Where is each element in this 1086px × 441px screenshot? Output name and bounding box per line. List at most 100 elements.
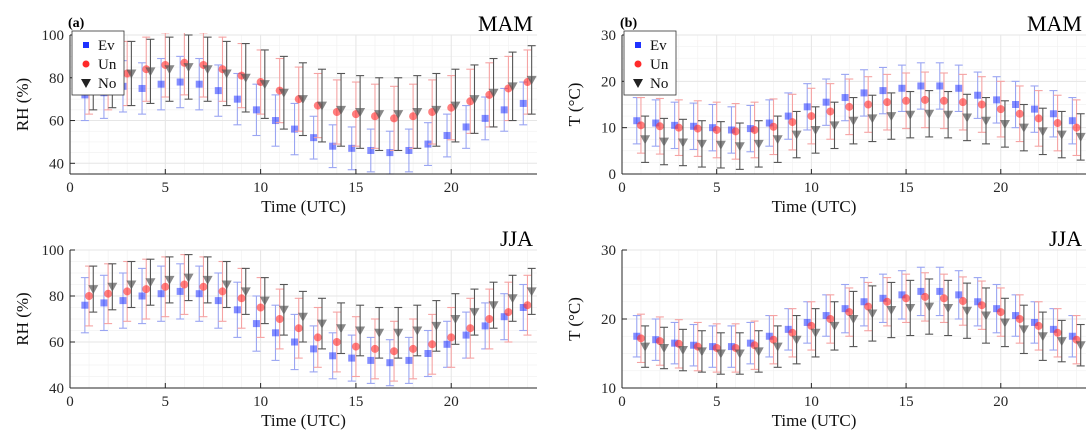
data-point-un [864, 100, 873, 109]
data-point-un [1072, 123, 1081, 132]
data-point-ev [709, 343, 717, 351]
data-point-no [240, 287, 251, 297]
data-point-ev [746, 125, 754, 133]
data-point-un [466, 324, 475, 333]
legend-marker-ev [83, 42, 89, 48]
data-point-no [412, 326, 423, 336]
x-tick-label: 10 [804, 394, 819, 410]
y-tick-label: 60 [49, 335, 64, 351]
data-point-ev [233, 306, 241, 314]
data-point-un [313, 333, 322, 342]
data-point-ev [765, 332, 773, 340]
data-point-no [659, 343, 670, 353]
data-point-un [351, 342, 360, 351]
data-point-no [924, 302, 935, 312]
data-point-no [943, 110, 954, 120]
data-point-un [826, 107, 835, 116]
data-point-ev [81, 301, 89, 309]
data-point-no [355, 326, 366, 336]
data-point-no [772, 342, 783, 352]
data-point-ev [879, 294, 887, 302]
data-point-ev [271, 117, 279, 125]
data-point-ev [310, 345, 318, 353]
data-point-no [886, 112, 897, 122]
data-point-un [1034, 321, 1043, 330]
data-point-ev [1049, 325, 1057, 333]
data-point-un [958, 98, 967, 107]
data-point-no [1037, 332, 1048, 342]
data-point-un [845, 308, 854, 317]
data-point-no [810, 125, 821, 135]
y-tick-label: 80 [49, 289, 64, 305]
x-tick-label: 15 [899, 394, 914, 410]
data-point-ev [633, 332, 641, 340]
data-point-no [696, 139, 707, 149]
y-tick-label: 30 [601, 28, 616, 44]
x-tick-label: 0 [618, 180, 626, 196]
data-point-no [374, 110, 385, 120]
legend-marker-no [633, 79, 643, 88]
data-point-un [731, 127, 740, 136]
data-point-no [848, 116, 859, 126]
data-point-un [769, 335, 778, 344]
data-point-un [428, 340, 437, 349]
data-point-un [977, 100, 986, 109]
legend-label-un: Un [650, 57, 669, 73]
x-tick-label: 20 [993, 180, 1008, 196]
data-point-un [902, 294, 911, 303]
data-point-ev [176, 287, 184, 295]
data-point-no [469, 95, 480, 105]
data-point-ev [367, 356, 375, 364]
data-point-ev [291, 125, 299, 133]
data-point-no [867, 309, 878, 319]
data-point-un [256, 303, 265, 312]
data-point-ev [822, 312, 830, 320]
data-point-un [218, 287, 227, 296]
data-point-ev [329, 352, 337, 360]
data-point-ev [405, 146, 413, 154]
y-tick-label: 20 [601, 74, 616, 90]
legend-marker-ev [635, 42, 641, 48]
panel-title: MAM [478, 11, 533, 36]
data-point-no [450, 315, 461, 324]
data-point-ev [671, 339, 679, 347]
data-point-ev [727, 126, 735, 134]
data-point-no [297, 312, 308, 322]
x-axis-label: Time (UTC) [772, 411, 857, 430]
x-axis-label: Time (UTC) [772, 197, 857, 216]
data-point-no [791, 130, 802, 140]
x-tick-label: 0 [66, 180, 74, 196]
data-point-un [104, 289, 113, 298]
data-point-ev [348, 354, 356, 362]
data-point-un [883, 297, 892, 306]
data-point-no [999, 318, 1010, 328]
x-tick-label: 0 [66, 394, 74, 410]
data-point-no [999, 119, 1010, 129]
data-point-ev [860, 89, 868, 97]
data-point-no [1018, 325, 1029, 335]
data-point-un [636, 121, 645, 130]
data-point-un [674, 123, 683, 132]
data-point-un [939, 294, 948, 303]
data-point-no [753, 347, 764, 357]
data-point-no [715, 349, 726, 359]
data-point-no [640, 135, 651, 145]
data-point-no [1075, 132, 1086, 142]
data-point-ev [214, 87, 222, 95]
data-point-no [829, 121, 840, 131]
data-layer [632, 266, 1086, 375]
data-point-no [183, 273, 194, 283]
data-point-ev [1030, 105, 1038, 113]
x-axis-label: Time (UTC) [261, 197, 346, 216]
data-point-un [1015, 109, 1024, 118]
data-point-no [393, 110, 404, 120]
data-point-un [996, 308, 1005, 317]
data-point-no [450, 101, 461, 111]
data-point-ev [955, 291, 963, 299]
data-point-ev [367, 146, 375, 154]
x-tick-label: 10 [804, 180, 819, 196]
data-point-un [237, 294, 246, 303]
data-point-un [939, 96, 948, 105]
data-point-ev [1030, 318, 1038, 326]
data-point-ev [709, 124, 717, 132]
